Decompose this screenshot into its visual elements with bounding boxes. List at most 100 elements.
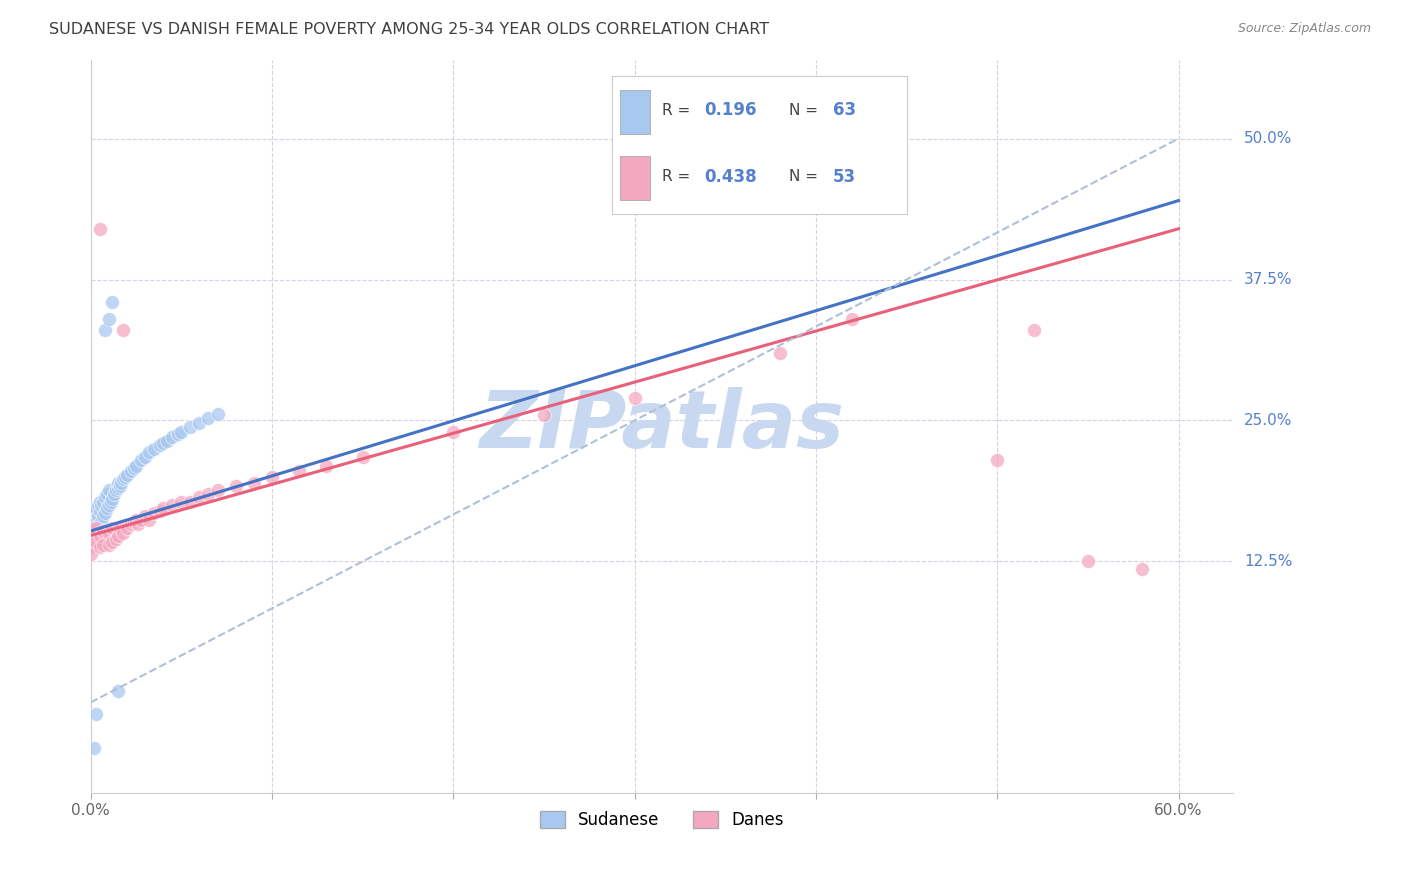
Point bbox=[188, 490, 211, 504]
Point bbox=[769, 346, 792, 360]
Point bbox=[288, 464, 311, 478]
Point bbox=[260, 470, 283, 484]
Point bbox=[101, 535, 124, 549]
Point bbox=[115, 467, 138, 482]
Point bbox=[533, 408, 555, 422]
Point bbox=[84, 535, 107, 549]
Point bbox=[97, 483, 120, 498]
Point bbox=[96, 501, 118, 516]
Point bbox=[87, 509, 110, 524]
Point bbox=[84, 501, 107, 516]
Point bbox=[188, 416, 211, 430]
Point bbox=[179, 420, 201, 434]
Point bbox=[148, 438, 170, 452]
Point bbox=[79, 515, 101, 529]
Point bbox=[79, 526, 101, 541]
Point bbox=[207, 483, 229, 498]
Point bbox=[90, 515, 112, 529]
Point bbox=[122, 515, 145, 529]
Point bbox=[207, 407, 229, 421]
Point bbox=[105, 483, 128, 498]
Point bbox=[101, 295, 124, 310]
Text: ZIPatlas: ZIPatlas bbox=[479, 387, 844, 465]
Point bbox=[127, 517, 149, 532]
Point bbox=[160, 430, 183, 444]
Point bbox=[101, 492, 124, 507]
Point bbox=[107, 684, 129, 698]
Point bbox=[97, 537, 120, 551]
Point bbox=[122, 461, 145, 475]
Point bbox=[94, 323, 117, 337]
Point bbox=[315, 458, 337, 473]
Point bbox=[138, 445, 160, 459]
Point bbox=[143, 506, 166, 520]
Point bbox=[100, 494, 122, 508]
Text: SUDANESE VS DANISH FEMALE POVERTY AMONG 25-34 YEAR OLDS CORRELATION CHART: SUDANESE VS DANISH FEMALE POVERTY AMONG … bbox=[49, 22, 769, 37]
Point bbox=[138, 513, 160, 527]
Point bbox=[110, 475, 132, 490]
Point bbox=[83, 521, 105, 535]
Point bbox=[120, 517, 142, 532]
Text: N =: N = bbox=[789, 169, 823, 185]
Point bbox=[89, 528, 111, 542]
Point bbox=[160, 498, 183, 512]
Point bbox=[79, 521, 101, 535]
Text: 12.5%: 12.5% bbox=[1244, 554, 1292, 569]
Point bbox=[91, 537, 114, 551]
Point bbox=[89, 221, 111, 235]
Point bbox=[97, 498, 120, 512]
Point bbox=[170, 425, 193, 439]
Point bbox=[79, 509, 101, 524]
Point bbox=[79, 528, 101, 542]
Text: 50.0%: 50.0% bbox=[1244, 131, 1292, 146]
Point bbox=[79, 537, 101, 551]
Point bbox=[89, 494, 111, 508]
Point bbox=[152, 501, 174, 516]
Point bbox=[841, 312, 863, 326]
Point bbox=[170, 494, 193, 508]
Point bbox=[441, 425, 464, 439]
Point bbox=[152, 436, 174, 450]
Point bbox=[79, 547, 101, 561]
Point bbox=[1077, 554, 1099, 568]
Point bbox=[94, 506, 117, 520]
Bar bbox=[620, 89, 650, 134]
Point bbox=[108, 521, 131, 535]
Text: R =: R = bbox=[662, 103, 695, 118]
Point bbox=[112, 526, 135, 541]
Point bbox=[79, 513, 101, 527]
Point bbox=[97, 526, 120, 541]
Point bbox=[156, 434, 179, 448]
Point bbox=[225, 479, 247, 493]
Point bbox=[89, 517, 111, 532]
Bar bbox=[620, 156, 650, 201]
Point bbox=[91, 494, 114, 508]
Point bbox=[91, 509, 114, 524]
Point bbox=[97, 312, 120, 326]
Text: 0.438: 0.438 bbox=[704, 168, 758, 186]
Point bbox=[83, 740, 105, 755]
Text: Source: ZipAtlas.com: Source: ZipAtlas.com bbox=[1237, 22, 1371, 36]
Point bbox=[90, 498, 112, 512]
Point bbox=[83, 506, 105, 520]
Point bbox=[108, 479, 131, 493]
Point bbox=[166, 427, 188, 442]
Point bbox=[179, 494, 201, 508]
Text: 25.0%: 25.0% bbox=[1244, 413, 1292, 428]
Text: 37.5%: 37.5% bbox=[1244, 272, 1292, 287]
Point bbox=[91, 524, 114, 538]
Point bbox=[87, 498, 110, 512]
Point bbox=[125, 458, 148, 473]
Point bbox=[105, 532, 128, 546]
Text: 0.196: 0.196 bbox=[704, 102, 756, 120]
Point bbox=[125, 513, 148, 527]
Point bbox=[197, 411, 219, 425]
Text: 53: 53 bbox=[832, 168, 856, 186]
Point bbox=[79, 528, 101, 542]
Point bbox=[84, 515, 107, 529]
Point bbox=[96, 487, 118, 501]
Point bbox=[143, 442, 166, 456]
Point bbox=[112, 472, 135, 486]
Point bbox=[79, 535, 101, 549]
Point bbox=[79, 540, 101, 554]
